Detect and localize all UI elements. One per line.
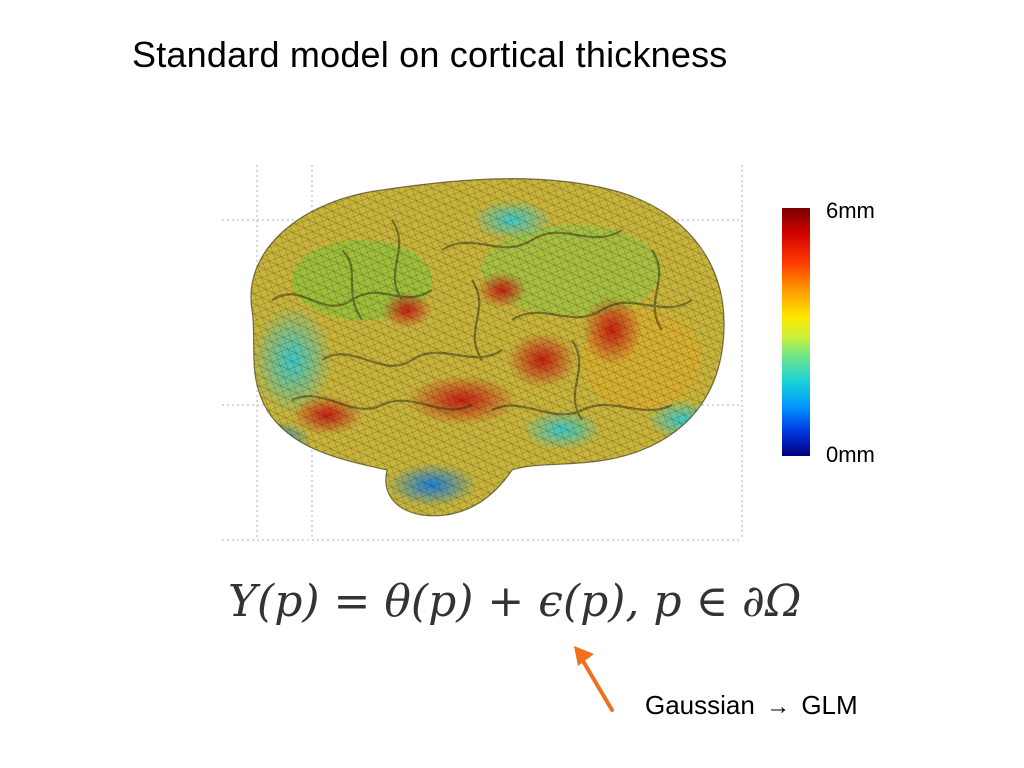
annotation-from: Gaussian [645,690,755,720]
right-arrow-icon: → [766,693,791,720]
equation-term2: ϵ(p) [538,576,626,627]
brain-surface-figure [212,160,752,550]
equation-lhs: Y(p) [228,576,320,627]
equation-term1: θ(p) [384,576,474,627]
brain-surface [250,178,725,516]
colorbar [782,208,810,456]
annotation-note: Gaussian → GLM [645,690,858,721]
colorbar-min-label: 0mm [826,442,875,467]
orange-arrow-icon [574,646,614,712]
equation-equals: = [333,576,371,627]
model-equation: Y(p) = θ(p) + ϵ(p), p ∈ ∂Ω [228,576,801,627]
annotation-to: GLM [801,690,858,720]
colorbar-max-label: 6mm [826,198,875,223]
equation-plus: + [487,576,525,627]
brain-surface-plot [222,165,743,541]
equation-domain: , p ∈ ∂Ω [625,576,802,627]
slide-title: Standard model on cortical thickness [132,34,728,75]
